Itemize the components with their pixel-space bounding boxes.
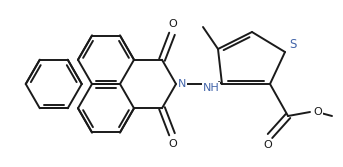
Text: O: O bbox=[169, 19, 177, 29]
Text: O: O bbox=[314, 107, 322, 117]
Text: O: O bbox=[264, 140, 272, 150]
Text: N: N bbox=[178, 79, 186, 89]
Text: NH: NH bbox=[203, 83, 220, 93]
Text: S: S bbox=[289, 38, 297, 50]
Text: O: O bbox=[169, 139, 177, 149]
